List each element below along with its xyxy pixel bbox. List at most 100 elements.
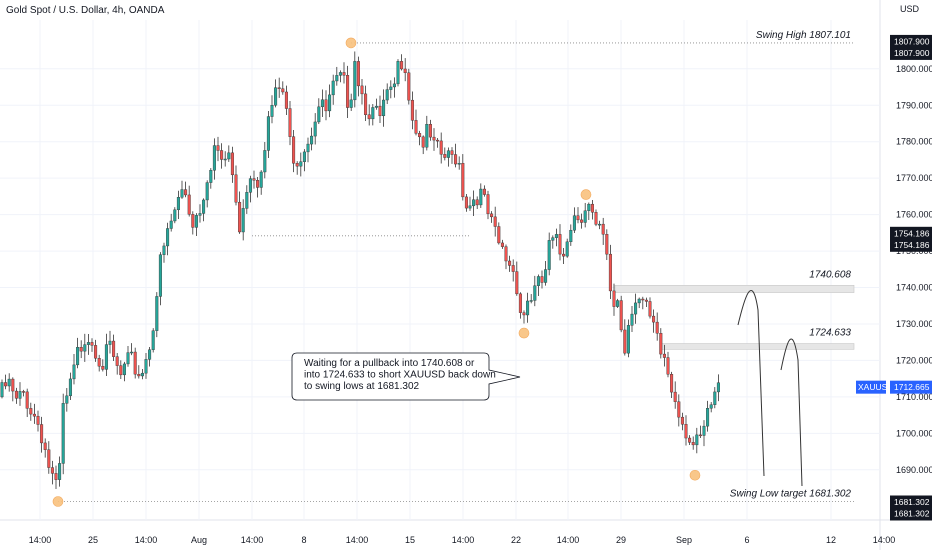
candle-body — [588, 204, 591, 211]
chart-area[interactable]: USD 1800.000 1790.000 1780.000 1770.000 1760.… — [0, 0, 880, 520]
candle-body — [181, 190, 184, 198]
level-label: 1724.633 — [809, 328, 851, 339]
candle-body — [123, 364, 126, 375]
y-tick-label: 1690.000 — [896, 465, 932, 475]
candle-body — [260, 172, 263, 187]
candle-body — [638, 299, 641, 303]
candle-body — [591, 204, 594, 212]
candle-body — [627, 325, 630, 353]
annotation-line: to swing lows at 1681.302 — [304, 381, 420, 392]
candle-body — [674, 392, 677, 402]
candle-body — [44, 443, 47, 450]
candle-body — [174, 210, 177, 221]
candle-body — [138, 374, 141, 376]
x-tick-label: 15 — [405, 535, 415, 545]
candle-body — [505, 247, 508, 261]
candle-body — [55, 473, 58, 479]
candle-body — [33, 414, 36, 416]
symbol-tag-text: XAUUSD — [858, 382, 893, 392]
x-tick-label: 14:00 — [452, 535, 475, 545]
candle-body — [87, 342, 90, 344]
candle-body — [242, 208, 245, 232]
candle-body — [577, 216, 580, 220]
candle-body — [523, 313, 526, 315]
candle-body — [152, 331, 155, 350]
candle-body — [80, 347, 83, 351]
x-tick-label: 14:00 — [346, 535, 369, 545]
y-tick-label: 1720.000 — [896, 355, 932, 365]
price-tag-swing-low-text: 1681.302 — [894, 497, 930, 507]
candle-body — [404, 69, 407, 73]
candle-body — [688, 438, 691, 442]
candle-body — [4, 382, 7, 386]
candle-body — [433, 137, 436, 140]
candle-body — [210, 170, 213, 182]
candle-body — [678, 402, 681, 417]
candle-body — [69, 379, 72, 396]
candle-body — [343, 72, 346, 75]
candle-body — [642, 299, 645, 300]
candle-body — [195, 215, 198, 227]
candle-body — [170, 221, 173, 229]
candle-body — [490, 214, 493, 217]
candle-body — [411, 100, 414, 120]
candle-body — [714, 392, 717, 405]
candle-body — [465, 197, 468, 208]
candle-body — [562, 254, 565, 256]
candle-body — [436, 140, 439, 141]
candle-body — [609, 254, 612, 291]
candle-body — [264, 150, 267, 172]
candle-body — [580, 220, 583, 223]
x-tick-label: 8 — [301, 535, 306, 545]
candle-body — [51, 468, 54, 474]
price-tag-support-text: 1754.186 — [894, 240, 930, 250]
candle-body — [685, 424, 688, 438]
candle-body — [620, 301, 623, 330]
x-tick-label: 14:00 — [29, 535, 52, 545]
candle-body — [156, 296, 159, 330]
candle-body — [98, 358, 101, 366]
candle-body — [469, 206, 472, 208]
candle-body — [282, 89, 285, 92]
x-tick-label: Aug — [191, 535, 207, 545]
y-tick-label: 1730.000 — [896, 319, 932, 329]
candle-body — [15, 391, 18, 398]
candle-body — [390, 87, 393, 90]
candle-body — [292, 137, 295, 164]
candle-body — [501, 243, 504, 247]
candle-body — [336, 75, 339, 81]
candle-body — [649, 301, 652, 316]
annotation-line: Waiting for a pullback into 1740.608 or — [304, 358, 475, 369]
candle-body — [408, 73, 411, 100]
candle-body — [483, 189, 486, 194]
candle-body — [555, 234, 558, 237]
candle-body — [656, 322, 659, 333]
candle-body — [552, 238, 555, 241]
candle-body — [202, 200, 205, 213]
candle-body — [213, 146, 216, 171]
x-tick-label: 14:00 — [557, 535, 580, 545]
candle-body — [400, 61, 403, 69]
y-tick-label: 1740.000 — [896, 283, 932, 293]
currency-label: USD — [900, 4, 920, 14]
candle-body — [184, 190, 187, 195]
candle-body — [516, 272, 519, 294]
candle-body — [534, 286, 537, 301]
y-tick-label: 1760.000 — [896, 210, 932, 220]
candle-body — [634, 303, 637, 314]
candle-body — [476, 200, 479, 205]
x-tick-label: 14:00 — [135, 535, 158, 545]
price-tag-swing-high-text: 1807.900 — [894, 36, 930, 46]
candle-body — [145, 359, 148, 373]
candle-body — [19, 391, 22, 398]
x-tick-label: 14:00 — [241, 535, 264, 545]
candle-body — [37, 416, 40, 424]
annotation-line: into 1724.633 to short XAUUSD back down — [304, 370, 496, 381]
candle-body — [498, 227, 501, 243]
swing-marker — [690, 470, 700, 480]
candle-body — [206, 183, 209, 200]
candle-body — [447, 151, 450, 158]
candle-body — [548, 240, 551, 269]
candle-body — [91, 342, 94, 345]
candle-body — [494, 217, 497, 227]
